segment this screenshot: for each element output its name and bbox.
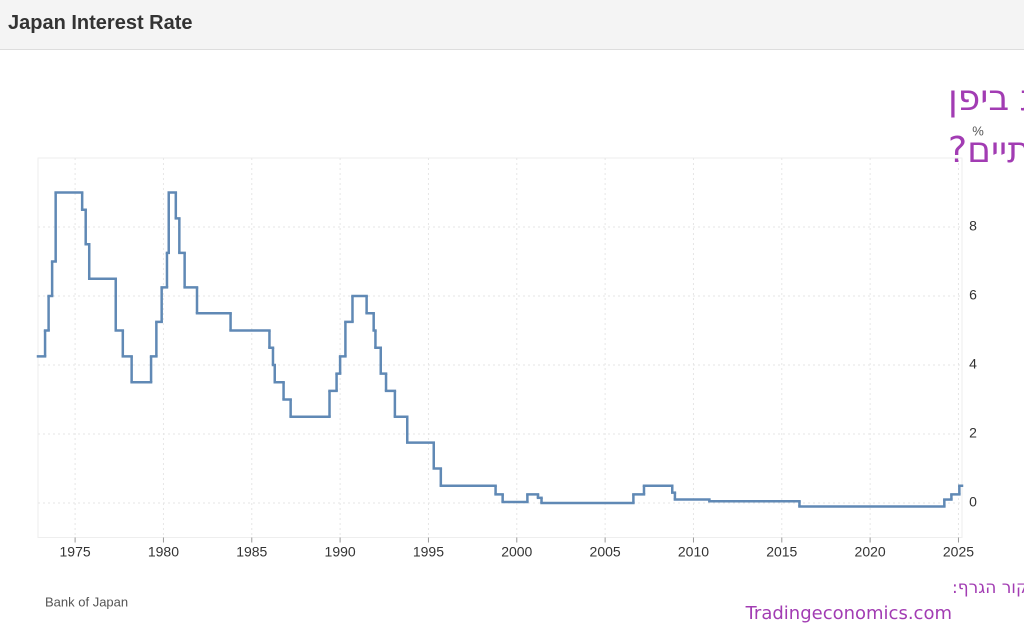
chart-title: האם שלושה עשורים של ריבית אפסית ביפן (948, 78, 1024, 119)
x-tick-label: 2015 (766, 544, 797, 560)
header-bar: Japan Interest Rate (0, 0, 1024, 50)
y-tick-label: 0 (969, 494, 977, 510)
x-tick-label: 2000 (501, 544, 532, 560)
plot-frame (37, 157, 963, 538)
step-riser (43, 192, 961, 507)
source: Bank of Japan (45, 594, 128, 609)
x-tick-label: 2010 (678, 544, 709, 560)
y-tick-label: 2 (969, 425, 977, 441)
chart-title: עומדים להסתיים? (948, 130, 1024, 171)
credit: מקור הגרף: (952, 578, 1024, 598)
x-tick-label: 1995 (413, 544, 444, 560)
y-unit: % (972, 123, 984, 138)
x-tick-label: 2020 (855, 544, 886, 560)
y-tick-label: 4 (969, 356, 977, 372)
x-tick-label: 1990 (325, 544, 356, 560)
y-tick-label: 8 (969, 218, 977, 234)
x-tick-label: 2005 (590, 544, 621, 560)
x-tick-label: 2025 (943, 544, 974, 560)
x-tick-label: 1985 (236, 544, 267, 560)
credit: Tradingeconomics.com (745, 603, 952, 624)
x-tick-label: 1980 (148, 544, 179, 560)
y-tick-label: 6 (969, 287, 977, 303)
header-title: Japan Interest Rate (8, 12, 193, 34)
x-tick-label: 1975 (60, 544, 91, 560)
